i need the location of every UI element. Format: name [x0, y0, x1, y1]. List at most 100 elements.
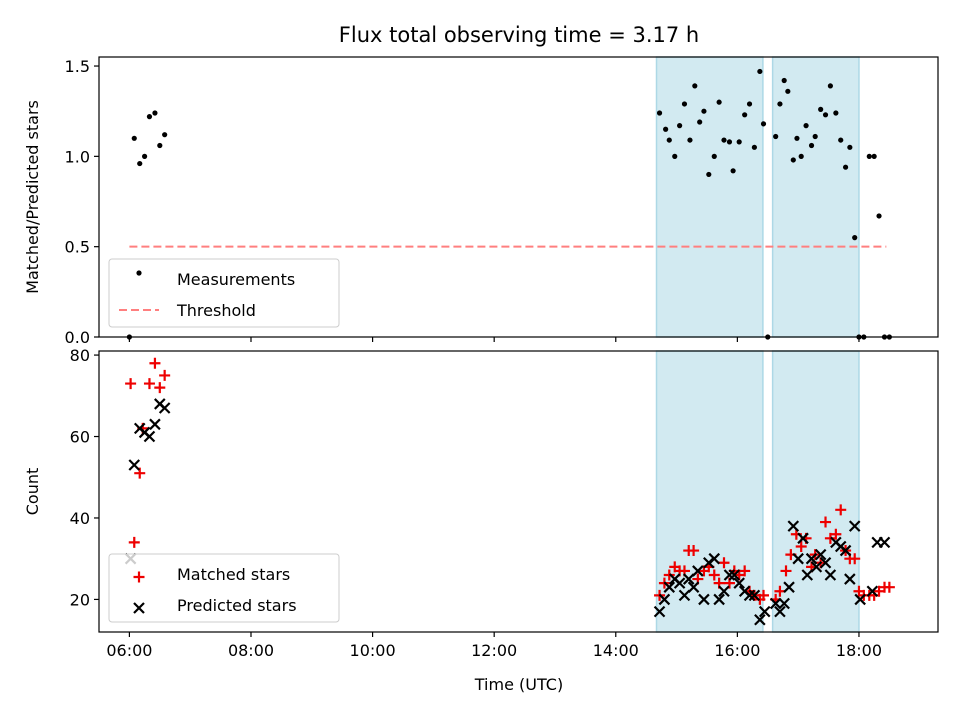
measurement-point	[827, 83, 833, 89]
matched-star-point	[780, 565, 792, 577]
measurement-point	[760, 121, 767, 127]
y-axis-ticks: 20 40 60 80	[70, 346, 99, 609]
matched-star-point	[149, 357, 161, 369]
matched-star-point	[688, 545, 700, 557]
predicted-star-point	[778, 597, 790, 610]
x-tick-label: 12:00	[471, 641, 517, 660]
measurement-point	[157, 142, 163, 149]
observing-windows	[655, 350, 860, 633]
measurement-point	[162, 132, 168, 138]
measurement-point	[833, 110, 839, 116]
predicted-star-point	[728, 569, 741, 581]
predicted-star-point	[787, 520, 800, 532]
y-tick-label: 60	[70, 428, 90, 447]
predicted-star-point	[143, 430, 156, 443]
measurement-point	[803, 123, 809, 129]
measurement-point	[838, 137, 844, 143]
predicted-star-point	[663, 581, 676, 593]
y-tick-label: 1.5	[65, 57, 90, 76]
predicted-star-point	[673, 577, 686, 589]
x-axis-label: Time (UTC)	[474, 675, 563, 694]
matched-star-point	[125, 378, 137, 390]
x-tick-label: 10:00	[350, 641, 396, 660]
measurement-point	[701, 108, 707, 114]
count-panel: 20 40 60 80 06:00 08:00 10:00 12:00 14:00 16:00 1…	[23, 346, 939, 660]
observing-window	[655, 350, 764, 633]
measurement-point	[818, 106, 824, 112]
x-axis-ticks	[128, 337, 860, 342]
observing-windows	[655, 56, 860, 338]
measurement-point	[871, 153, 877, 159]
matched-star-point	[143, 378, 155, 390]
legend-entry: Measurements	[177, 270, 295, 289]
predicted-star-point	[723, 569, 736, 581]
observing-window	[655, 56, 764, 338]
matched-star-point	[758, 589, 770, 601]
measurement-point	[777, 101, 783, 107]
matched-star-point	[849, 553, 861, 565]
legend-swatch	[133, 602, 145, 614]
measurement-point	[146, 114, 153, 120]
measurement-point	[152, 110, 158, 116]
measurement-point	[781, 77, 787, 84]
y-tick-label: 40	[70, 509, 90, 528]
ratio-panel: 0.0 0.5 1.0 1.5 Matched/Predicted stars Mea…	[23, 56, 939, 347]
measurement-point	[794, 135, 800, 141]
matched-star-point	[739, 565, 751, 577]
y-tick-label: 0.5	[65, 238, 90, 257]
measurement-point	[852, 235, 858, 241]
x-tick-label: 08:00	[228, 641, 274, 660]
measurement-point	[706, 171, 712, 178]
measurement-point	[798, 153, 804, 159]
predicted-star-point	[819, 556, 832, 569]
legend-entry: Matched stars	[177, 565, 290, 584]
measurement-point	[847, 144, 853, 150]
legend: Measurements Threshold	[108, 258, 340, 328]
predicted-star-point	[158, 402, 171, 414]
predicted-star-point	[733, 577, 745, 589]
y-tick-label: 1.0	[65, 147, 90, 166]
legend-swatch	[136, 270, 142, 276]
matched-star-point	[795, 540, 807, 552]
measurement-point	[742, 112, 748, 118]
measurement-point	[672, 153, 678, 159]
measurement-point	[822, 112, 829, 118]
measurement-point	[666, 137, 672, 143]
matched-star-point	[830, 528, 842, 540]
measurement-point	[773, 133, 779, 140]
predicted-star-point	[653, 605, 666, 618]
predicted-star-point	[708, 552, 721, 565]
plot-frame	[98, 56, 939, 338]
measurement-point	[716, 99, 722, 105]
measurement-point	[131, 135, 137, 141]
predicted-star-point	[783, 581, 795, 593]
predicted-star-point	[824, 569, 837, 581]
y-axis-ticks: 0.0 0.5 1.0 1.5	[65, 57, 99, 347]
measurement-point	[757, 68, 763, 75]
predicted-star-point	[713, 593, 725, 606]
legend-box	[108, 553, 340, 623]
predicted-star-point	[792, 552, 804, 565]
matched-star-point	[718, 557, 730, 569]
measurement-point	[681, 101, 688, 107]
predicted-star-point	[839, 544, 852, 557]
y-tick-label: 0.0	[65, 328, 90, 347]
predicted-star-point	[866, 585, 879, 598]
plot-frame	[98, 350, 939, 633]
predicted-star-point	[844, 573, 856, 585]
y-tick-label: 20	[70, 590, 90, 609]
predicted-star-point	[678, 589, 691, 602]
measurement-point	[866, 153, 872, 159]
predicted-star-point	[149, 418, 161, 431]
predicted-star-point	[682, 573, 695, 585]
measurement-point	[711, 153, 717, 159]
predicted-star-point	[743, 589, 756, 602]
x-tick-label: 16:00	[714, 641, 760, 660]
predicted-star-point	[854, 593, 866, 606]
matched-star-point	[708, 569, 720, 581]
measurement-point	[721, 137, 727, 143]
legend-entry: Predicted stars	[177, 596, 297, 615]
predicted-star-point	[774, 605, 786, 618]
matched-star-point	[128, 536, 140, 548]
chart-title: Flux total observing time = 3.17 h	[339, 23, 699, 47]
